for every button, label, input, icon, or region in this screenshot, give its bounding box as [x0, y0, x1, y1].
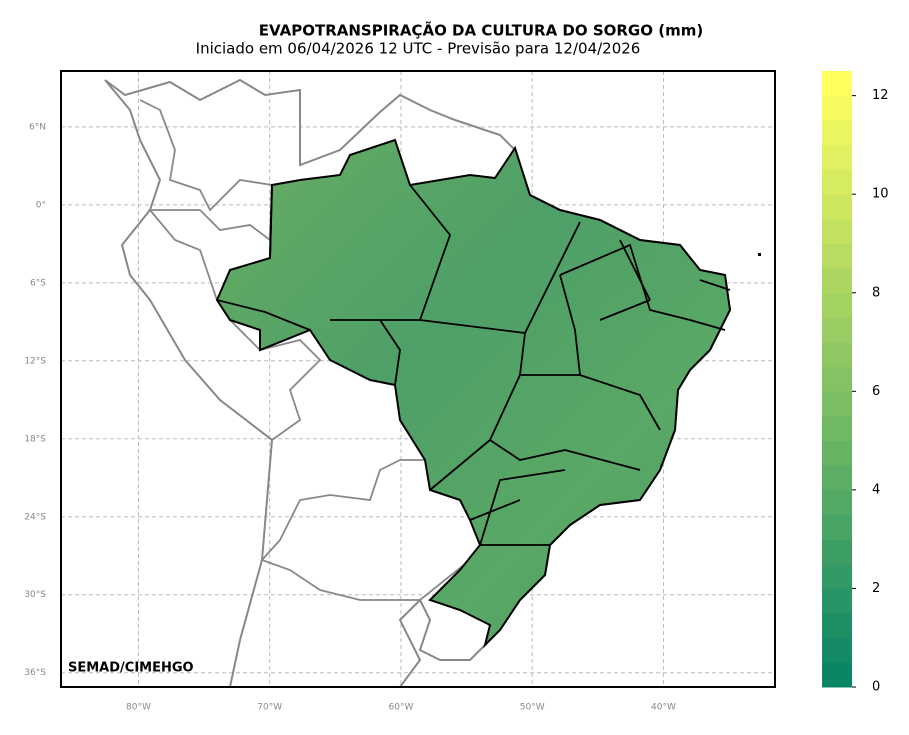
- y-tick-label: 6°N: [29, 122, 46, 132]
- colorbar-swatch: [822, 71, 852, 97]
- credit: SEMAD/CIMEHGO: [68, 661, 194, 676]
- colorbar-tick-label: 8: [872, 285, 880, 300]
- brazil: [215, 138, 732, 649]
- colorbar-swatch: [822, 144, 852, 171]
- colorbar-tick-label: 0: [872, 680, 880, 695]
- x-tick-label: 60°W: [389, 703, 414, 713]
- colorbar-swatch: [822, 514, 852, 540]
- colorbar-swatch: [822, 588, 852, 614]
- colorbar-tick-label: 6: [872, 384, 880, 399]
- colorbar-tick-label: 4: [872, 482, 880, 497]
- colorbar-swatch: [822, 539, 852, 565]
- y-tick-label: 36°S: [24, 668, 46, 678]
- basemap: [104, 78, 761, 687]
- colorbar-tick-label: 2: [872, 581, 880, 596]
- y-tick-label: 0°: [36, 200, 46, 210]
- colorbar-swatch: [822, 415, 852, 442]
- colorbar-swatch: [822, 366, 852, 392]
- x-tick-label: 70°W: [257, 703, 282, 713]
- map-frame: [60, 70, 776, 688]
- colorbar-swatch: [822, 95, 852, 121]
- colorbar-swatch: [822, 662, 852, 688]
- colorbar-swatch: [822, 218, 852, 244]
- colorbar-swatch: [822, 613, 852, 639]
- y-tick-label: 6°S: [30, 278, 46, 288]
- colorbar-swatch: [822, 317, 852, 343]
- colorbar-swatch: [822, 268, 852, 294]
- colorbar-swatch: [822, 465, 852, 491]
- colorbar-swatch: [822, 120, 852, 146]
- y-tick-label: 24°S: [24, 512, 46, 522]
- state-border: [216, 299, 311, 331]
- colorbar-swatch: [822, 292, 852, 318]
- colorbar-swatch: [822, 391, 852, 417]
- colorbar-tick-label: 12: [872, 88, 889, 103]
- state-border: [269, 184, 731, 546]
- axis-labels: 80°W 70°W 60°W 50°W 40°W 6°N 0° 6°S 12°S 18°S 24°S…: [24, 122, 676, 712]
- continent-outline: [104, 79, 274, 687]
- colorbar-swatch: [822, 637, 852, 663]
- x-tick-label: 40°W: [651, 703, 676, 713]
- x-tick-label: 50°W: [520, 703, 545, 713]
- colorbar-swatch: [822, 440, 852, 466]
- colorbar-tick-label: 10: [872, 187, 889, 202]
- island: [758, 253, 761, 256]
- colorbar-swatch: [822, 489, 852, 516]
- subtitle: Iniciado em 06/04/2026 12 UTC - Previsão…: [196, 40, 641, 58]
- colorbar-swatch: [822, 342, 852, 368]
- y-tick-label: 30°S: [24, 590, 46, 600]
- colorbar: 0 2 4 6 8 10 12: [822, 71, 889, 695]
- colorbar-swatch: [822, 169, 852, 195]
- x-tick-label: 80°W: [126, 703, 151, 713]
- country-border: [139, 99, 322, 441]
- country-border: [260, 459, 481, 601]
- y-tick-label: 18°S: [24, 434, 46, 444]
- colorbar-swatch: [822, 243, 852, 269]
- y-tick-label: 12°S: [24, 356, 46, 366]
- colorbar-swatch: [822, 563, 852, 589]
- colorbar-swatch: [822, 194, 852, 220]
- title: EVAPOTRANSPIRAÇÃO DA CULTURA DO SORGO (m…: [259, 21, 703, 40]
